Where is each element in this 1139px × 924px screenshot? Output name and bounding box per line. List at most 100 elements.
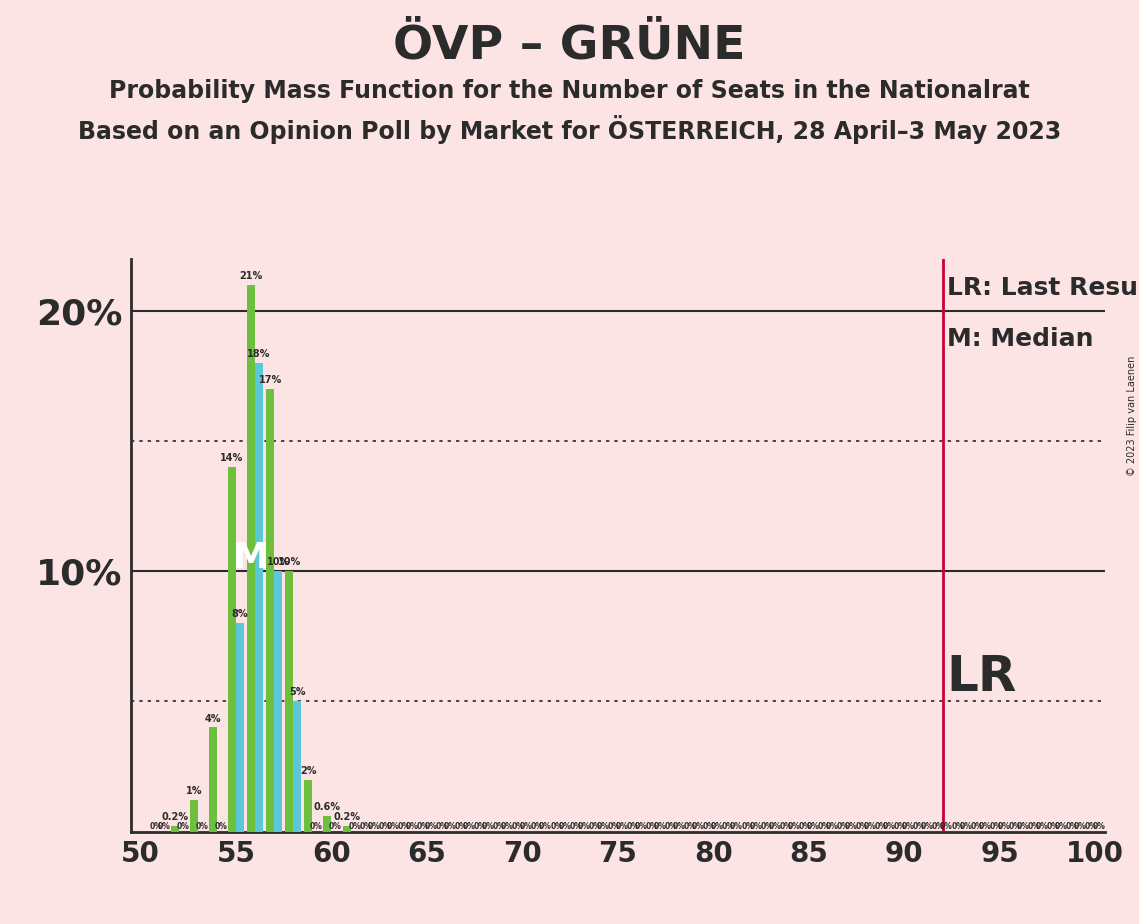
Text: 0%: 0% (454, 821, 468, 831)
Text: 0%: 0% (1035, 821, 1048, 831)
Text: 0%: 0% (386, 821, 399, 831)
Text: 0%: 0% (665, 821, 678, 831)
Text: 0%: 0% (558, 821, 571, 831)
Text: 0%: 0% (818, 821, 830, 831)
Text: 0%: 0% (349, 821, 361, 831)
Text: 0%: 0% (730, 821, 743, 831)
Text: 0%: 0% (501, 821, 514, 831)
Text: 0%: 0% (798, 821, 811, 831)
Text: 0%: 0% (768, 821, 781, 831)
Text: 0%: 0% (493, 821, 506, 831)
Text: 0%: 0% (615, 821, 629, 831)
Text: 0%: 0% (367, 821, 380, 831)
Bar (323, 816, 331, 832)
Text: 0%: 0% (177, 821, 189, 831)
Text: 0%: 0% (550, 821, 563, 831)
Text: 0%: 0% (787, 821, 801, 831)
Text: 0%: 0% (703, 821, 715, 831)
Text: 0%: 0% (837, 821, 850, 831)
Text: 0%: 0% (998, 821, 1010, 831)
Text: 0%: 0% (570, 821, 582, 831)
Text: 10%: 10% (267, 557, 289, 567)
Text: 5%: 5% (289, 687, 305, 698)
Text: 0%: 0% (329, 821, 342, 831)
Text: 0%: 0% (539, 821, 552, 831)
Bar (304, 780, 312, 832)
Text: 0%: 0% (425, 821, 437, 831)
Text: 0%: 0% (417, 821, 429, 831)
Text: 0%: 0% (913, 821, 926, 831)
Text: M: Median: M: Median (948, 327, 1093, 351)
Text: 0%: 0% (513, 821, 525, 831)
Text: 4%: 4% (205, 713, 221, 723)
Text: 0%: 0% (482, 821, 494, 831)
Text: 0%: 0% (749, 821, 762, 831)
Text: 0%: 0% (634, 821, 647, 831)
Text: 0%: 0% (760, 821, 773, 831)
Text: 0%: 0% (405, 821, 418, 831)
Text: 0%: 0% (398, 821, 410, 831)
Text: 0%: 0% (310, 821, 322, 831)
Text: 0.2%: 0.2% (162, 812, 188, 822)
Text: 0%: 0% (722, 821, 735, 831)
Text: 0%: 0% (214, 821, 228, 831)
Text: 0%: 0% (826, 821, 838, 831)
Text: 0%: 0% (646, 821, 658, 831)
Text: 0%: 0% (157, 821, 170, 831)
Text: M: M (233, 541, 269, 575)
Text: 0%: 0% (149, 821, 162, 831)
Text: 18%: 18% (247, 349, 271, 359)
Text: Probability Mass Function for the Number of Seats in the Nationalrat: Probability Mass Function for the Number… (109, 79, 1030, 103)
Text: 0%: 0% (951, 821, 964, 831)
Text: 0%: 0% (1055, 821, 1067, 831)
Bar (294, 701, 302, 832)
Text: 0%: 0% (1084, 821, 1098, 831)
Text: 0%: 0% (990, 821, 1002, 831)
Text: 0%: 0% (959, 821, 972, 831)
Text: 0%: 0% (902, 821, 915, 831)
Text: 0%: 0% (597, 821, 609, 831)
Text: 0%: 0% (626, 821, 639, 831)
Bar (267, 389, 274, 832)
Text: 0%: 0% (474, 821, 486, 831)
Bar (208, 727, 216, 832)
Text: 0%: 0% (1074, 821, 1087, 831)
Text: 0%: 0% (691, 821, 705, 831)
Bar (285, 571, 294, 832)
Text: 0%: 0% (845, 821, 858, 831)
Text: 0%: 0% (589, 821, 601, 831)
Text: 0%: 0% (978, 821, 991, 831)
Text: 0%: 0% (970, 821, 983, 831)
Bar (236, 624, 244, 832)
Text: 17%: 17% (259, 375, 281, 385)
Text: 0%: 0% (1047, 821, 1059, 831)
Bar (255, 363, 263, 832)
Text: 0%: 0% (531, 821, 544, 831)
Text: 1%: 1% (186, 786, 202, 796)
Text: 0%: 0% (855, 821, 869, 831)
Text: 0%: 0% (863, 821, 877, 831)
Text: 0%: 0% (359, 821, 372, 831)
Text: 0%: 0% (607, 821, 621, 831)
Bar (343, 826, 351, 832)
Text: 0%: 0% (1092, 821, 1106, 831)
Text: 0%: 0% (378, 821, 391, 831)
Text: 0%: 0% (654, 821, 666, 831)
Text: Based on an Opinion Poll by Market for ÖSTERREICH, 28 April–3 May 2023: Based on an Opinion Poll by Market for Ö… (77, 116, 1062, 144)
Bar (247, 285, 255, 832)
Text: 0%: 0% (521, 821, 533, 831)
Text: 0%: 0% (196, 821, 208, 831)
Text: 14%: 14% (220, 453, 244, 463)
Text: 0.2%: 0.2% (333, 812, 360, 822)
Text: 0%: 0% (932, 821, 945, 831)
Text: 0%: 0% (921, 821, 934, 831)
Bar (171, 826, 179, 832)
Text: LR: Last Result: LR: Last Result (948, 276, 1139, 300)
Text: 2%: 2% (301, 766, 317, 775)
Text: 0%: 0% (940, 821, 953, 831)
Text: 0%: 0% (1016, 821, 1030, 831)
Text: 0%: 0% (894, 821, 907, 831)
Text: 0%: 0% (577, 821, 590, 831)
Bar (274, 571, 282, 832)
Text: LR: LR (947, 653, 1017, 701)
